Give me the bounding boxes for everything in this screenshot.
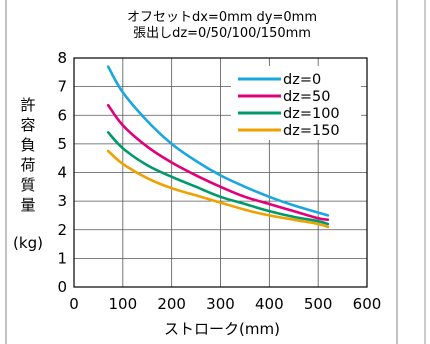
y-axis-label-char: 量	[20, 196, 35, 214]
legend-label: dz=50	[283, 89, 330, 105]
chart-subtitle: 張出しdz=0/50/100/150mm	[133, 26, 311, 41]
x-tick-label: 100	[109, 295, 138, 313]
x-tick-label: 0	[69, 295, 79, 313]
x-axis-label: ストローク(mm)	[164, 320, 280, 338]
y-tick-label: 2	[57, 221, 67, 239]
series-line-2	[106, 131, 330, 226]
legend-label: dz=100	[283, 106, 340, 122]
x-tick-label: 500	[304, 295, 333, 313]
x-tick-labels: 0 100 200 300 400 500 600	[69, 295, 381, 313]
series-line-0	[106, 65, 330, 217]
x-tick-label: 600	[353, 295, 382, 313]
y-axis-label-char: 質	[20, 176, 35, 194]
legend-label: dz=0	[283, 72, 321, 88]
y-axis-label-char: 容	[20, 116, 35, 134]
y-axis-label-char: 許	[20, 96, 35, 114]
y-tick-labels: 0 1 2 3 4 5 6 7 8	[57, 49, 67, 296]
series-line-3	[106, 149, 330, 229]
y-axis-label-char: 負	[20, 136, 35, 154]
legend-label: dz=150	[283, 123, 340, 139]
y-tick-label: 4	[57, 164, 67, 182]
y-tick-label: 5	[57, 135, 67, 153]
y-axis-label-char: 荷	[20, 156, 35, 174]
plot-area-frame	[73, 57, 368, 288]
y-tick-label: 0	[57, 278, 67, 296]
series-line-1	[106, 103, 330, 221]
x-tick-label: 300	[206, 295, 235, 313]
y-tick-label: 7	[57, 78, 67, 96]
x-tick-label: 400	[255, 295, 284, 313]
y-tick-label: 3	[57, 192, 67, 210]
y-axis-unit: (kg)	[13, 234, 43, 252]
chart-title: オフセットdx=0mm dy=0mm	[127, 10, 317, 25]
x-tick-label: 200	[157, 295, 186, 313]
y-tick-label: 1	[57, 249, 67, 267]
series-lines	[106, 65, 330, 229]
y-tick-label: 8	[57, 49, 67, 67]
y-tick-label: 6	[57, 106, 67, 124]
